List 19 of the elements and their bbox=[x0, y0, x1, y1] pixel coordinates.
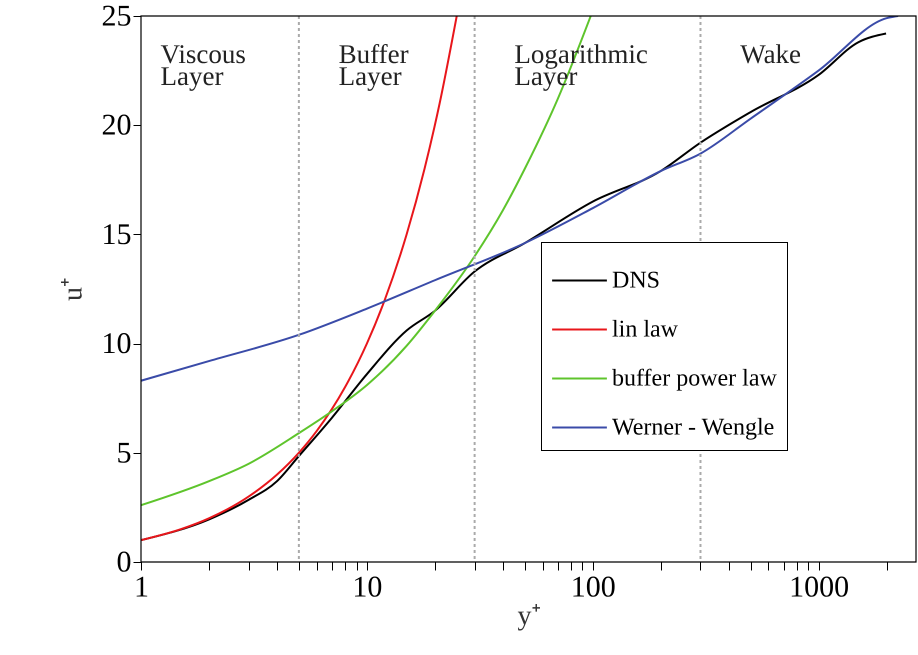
x-tick-label: 1000 bbox=[789, 570, 850, 604]
x-tick-label: 100 bbox=[570, 570, 616, 604]
y-tick-label: 25 bbox=[102, 0, 132, 32]
x-tick-label: 1 bbox=[134, 570, 149, 604]
annotation: Buffer Layer bbox=[338, 39, 409, 92]
annotation: Viscous Layer bbox=[160, 39, 246, 92]
y-tick-label: 5 bbox=[116, 436, 132, 470]
y-tick-label: 20 bbox=[102, 108, 132, 142]
legend-label: DNS bbox=[612, 268, 660, 294]
legend-label: buffer power law bbox=[612, 366, 778, 392]
x-axis-title: y⁺ bbox=[518, 600, 540, 632]
y-axis-title: u⁺ bbox=[58, 278, 88, 301]
legend-label: Werner - Wengle bbox=[612, 414, 774, 440]
x-tick-label: 10 bbox=[352, 570, 382, 604]
y-tick-label: 0 bbox=[116, 546, 132, 578]
y-tick-label: 15 bbox=[102, 218, 132, 251]
annotation: Wake bbox=[740, 39, 802, 70]
y-tick-label: 10 bbox=[102, 327, 132, 360]
legend-label: lin law bbox=[612, 316, 679, 342]
